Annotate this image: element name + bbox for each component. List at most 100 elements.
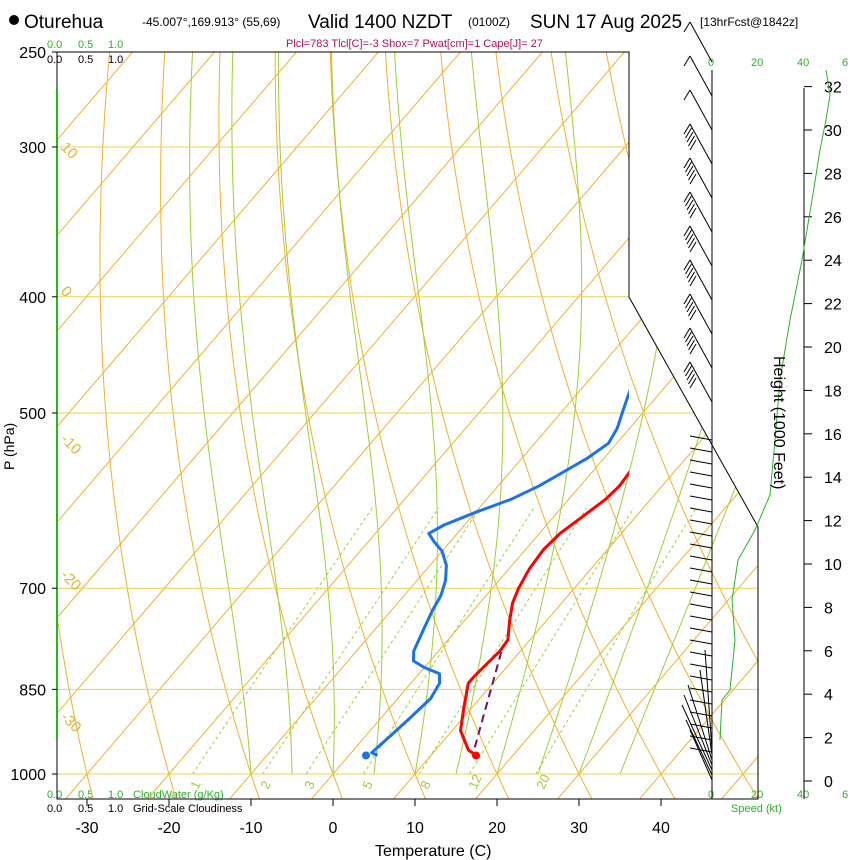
- dry-adiabat: [492, 52, 758, 799]
- wind-barb-lower: [699, 669, 713, 756]
- barb-staff: [689, 567, 713, 573]
- dry-adiabat: [218, 52, 344, 799]
- barb-staff: [689, 591, 713, 597]
- isotherm: [474, 52, 758, 799]
- wind-barb: [689, 543, 713, 549]
- barb-staff: [689, 459, 713, 465]
- barb-flag: [683, 293, 691, 305]
- wind-barb: [683, 259, 713, 301]
- height-tick-label: 0: [824, 774, 833, 791]
- barb-flag: [689, 139, 697, 151]
- barb-flag: [685, 229, 692, 241]
- barb-flag: [689, 207, 697, 219]
- height-tick-label: 16: [824, 427, 842, 444]
- pressure-tick-label: 300: [19, 140, 46, 157]
- stability-indices: Plcl=783 Tlcl[C]=-3 Shox=7 Pwat[cm]=1 Ca…: [286, 38, 543, 50]
- barb-staff: [689, 123, 713, 165]
- speed-tick: 40: [797, 57, 809, 69]
- height-tick-label: 26: [824, 210, 842, 227]
- wind-barb: [689, 471, 713, 477]
- cloud-scale-top: 0.0 0.5 1.0 0.0 0.5 1.0: [47, 39, 123, 66]
- dry-adiabat: [329, 52, 510, 799]
- plot-frame: [56, 51, 759, 800]
- wind-barb: [689, 459, 713, 465]
- surface-dewpoint-marker: [362, 751, 370, 760]
- barb-flag: [688, 203, 695, 215]
- wind-barb: [689, 591, 713, 597]
- height-tick-label: 14: [824, 470, 842, 487]
- dewpoint-trace: [370, 388, 629, 757]
- barb-flag: [689, 241, 697, 253]
- barb-flag: [689, 275, 697, 287]
- speed-tick: 40: [797, 789, 809, 801]
- cloudiness-tick: 0.5: [78, 803, 93, 815]
- wind-barb: [689, 495, 713, 501]
- mixing-ratio-line: [418, 507, 587, 775]
- barb-staff: [689, 483, 713, 489]
- cloudiness-label: Grid-Scale Cloudiness: [133, 803, 243, 815]
- barb-staff: [689, 543, 713, 549]
- parcel-trace: [473, 650, 503, 748]
- barb-flag: [688, 339, 695, 351]
- wind-barb: [689, 711, 713, 717]
- wind-barb-lower: [683, 694, 713, 766]
- dry-adiabat: [57, 52, 94, 799]
- wind-barb-lower: [685, 719, 713, 776]
- pressure-tick-label: 700: [19, 581, 46, 598]
- mixing-ratio-label: 20: [533, 772, 553, 791]
- barb-staff: [689, 651, 713, 657]
- barb-staff: [689, 435, 713, 441]
- height-tick-label: 10: [824, 557, 842, 574]
- cloudiness-tick: 1.0: [108, 803, 123, 815]
- height-tick-label: 18: [824, 383, 842, 400]
- temp-tick-label: -20: [157, 820, 180, 837]
- height-tick-label: 32: [824, 80, 842, 97]
- cloudwater-tick: 0.0: [47, 789, 62, 801]
- barb-flag: [683, 191, 691, 203]
- wind-barb: [689, 615, 713, 621]
- moist-adiabat: [496, 52, 583, 775]
- cloudwater-tick: 0.5: [78, 39, 93, 51]
- barb-flag: [685, 297, 692, 309]
- wind-barbs: [681, 21, 831, 799]
- height-tick-label: 12: [824, 514, 842, 531]
- barb-staff: [689, 327, 713, 369]
- barb-staff: [689, 579, 713, 585]
- barb-staff: [689, 293, 713, 335]
- utc-time: (0100Z): [468, 15, 510, 29]
- height-tick-label: 4: [824, 687, 833, 704]
- barb-flag: [688, 135, 695, 147]
- barb-staff: [689, 259, 713, 301]
- height-tick-label: 24: [824, 253, 842, 270]
- temp-tick-label: -30: [75, 820, 98, 837]
- wind-barb: [689, 507, 713, 513]
- wind-barb: [689, 603, 713, 609]
- barb-flag: [683, 327, 691, 339]
- barb-flag: [689, 309, 697, 321]
- temp-tick-label: 10: [406, 820, 424, 837]
- isotherm: [57, 52, 398, 799]
- cloudiness-tick: 0.0: [47, 803, 62, 815]
- wind-barb: [689, 579, 713, 585]
- wind-barb: [689, 483, 713, 489]
- height-tick-label: 8: [824, 600, 833, 617]
- barb-flag: [686, 267, 694, 279]
- barb-staff: [689, 627, 713, 633]
- isotherm: [228, 52, 758, 799]
- x-axis-title: Temperature (C): [375, 843, 491, 860]
- barb-flag: [683, 89, 691, 101]
- height-axis-title: Height (1000 Feet): [770, 356, 787, 489]
- moist-adiabat: [189, 52, 252, 775]
- wind-barb: [683, 55, 713, 97]
- wind-barb: [689, 627, 713, 633]
- speed-tick: 20: [751, 57, 763, 69]
- dry-adiabat: [383, 52, 593, 799]
- barb-staff: [689, 711, 713, 717]
- cloudiness-tick: 0.0: [47, 54, 62, 66]
- speed-tick: 0: [708, 789, 714, 801]
- dry-adiabat: [99, 52, 177, 799]
- cloudwater-tick: 0.5: [78, 789, 93, 801]
- barb-staff: [689, 157, 713, 199]
